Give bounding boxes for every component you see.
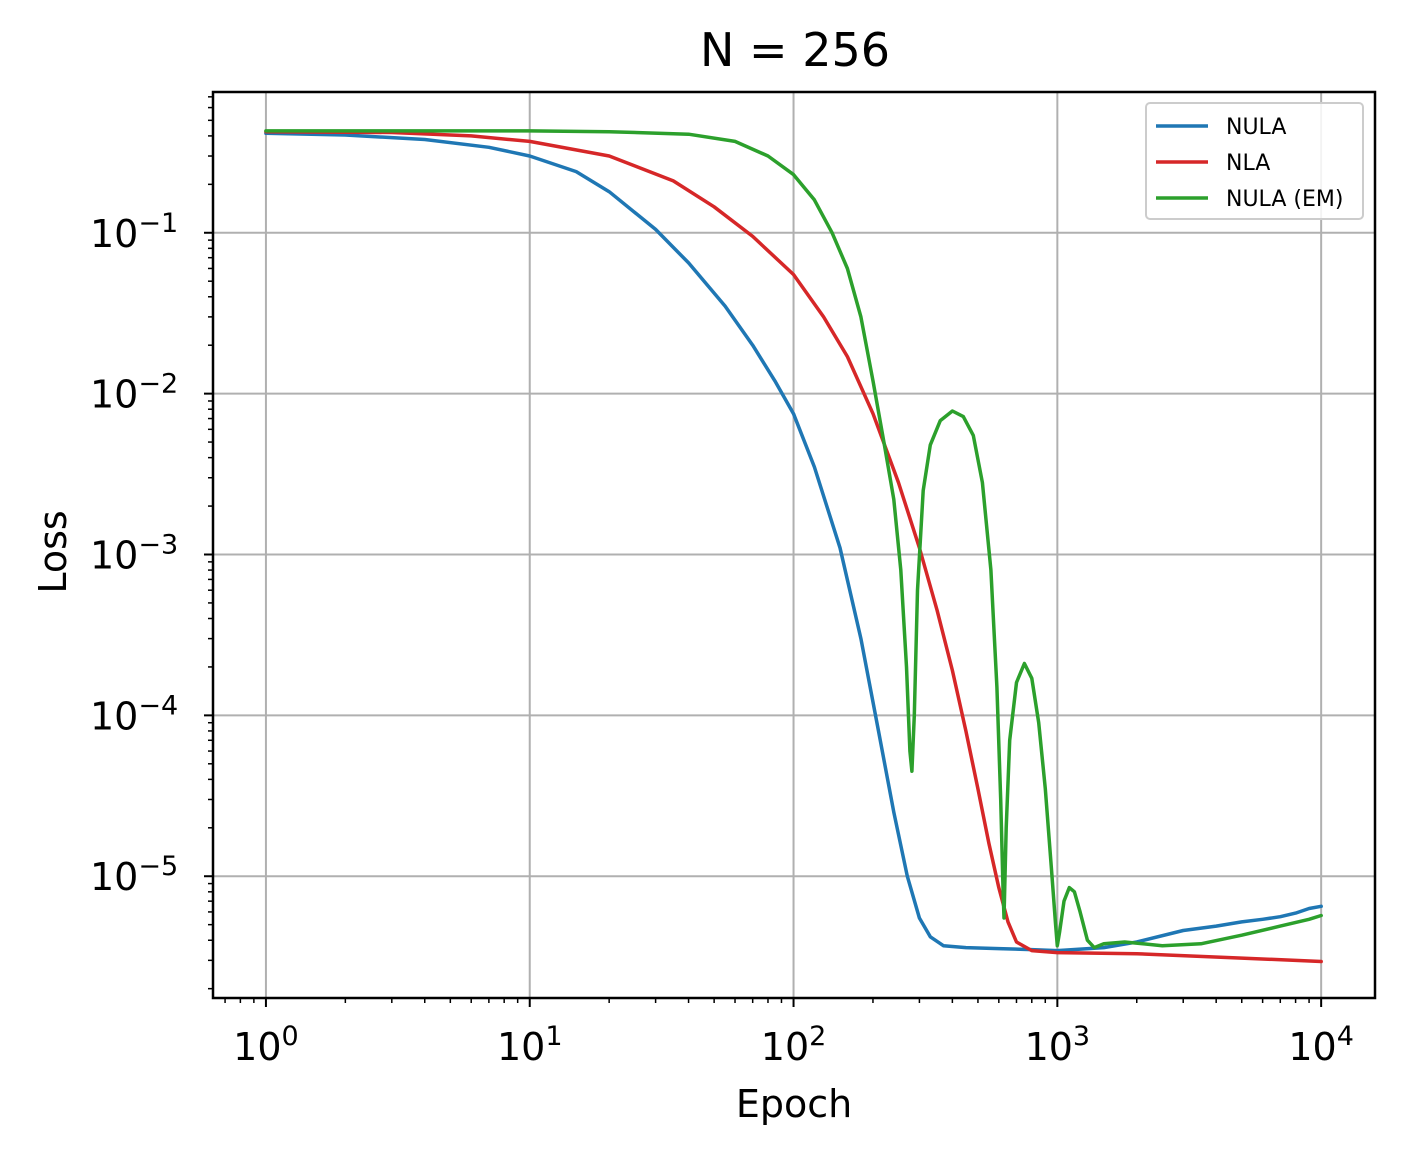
y-tick-label: 10−3 <box>90 529 178 577</box>
series-line-nula-em <box>264 129 1323 950</box>
y-axis-ticks: 10−1 10−2 10−3 10−4 10−5 <box>90 208 213 899</box>
legend-label: NULA <box>1226 115 1286 140</box>
legend-box <box>1145 102 1364 220</box>
chart-title: N = 256 <box>700 23 890 77</box>
x-tick-label: 104 <box>1288 1021 1354 1069</box>
x-tick-label: 103 <box>1025 1021 1091 1069</box>
grid-lines <box>213 92 1375 998</box>
y-tick-label: 10−4 <box>90 690 178 738</box>
y-tick-label: 10−5 <box>90 851 178 899</box>
y-tick-label: 10−2 <box>90 369 178 417</box>
legend-label: NLA <box>1226 151 1270 176</box>
legend: NULA NLA NULA (EM) <box>1145 102 1364 220</box>
y-tick-label: 10−1 <box>90 208 178 256</box>
series-lines <box>264 129 1323 964</box>
legend-label: NULA (EM) <box>1226 187 1343 212</box>
x-tick-label: 101 <box>497 1021 563 1069</box>
series-line-nula <box>264 131 1323 953</box>
y-axis-label: Loss <box>31 510 75 593</box>
x-tick-label: 102 <box>761 1021 827 1069</box>
x-axis-ticks: 100 101 102 103 104 <box>233 998 1354 1069</box>
x-axis-label: Epoch <box>736 1082 852 1126</box>
x-tick-label: 100 <box>233 1021 299 1069</box>
